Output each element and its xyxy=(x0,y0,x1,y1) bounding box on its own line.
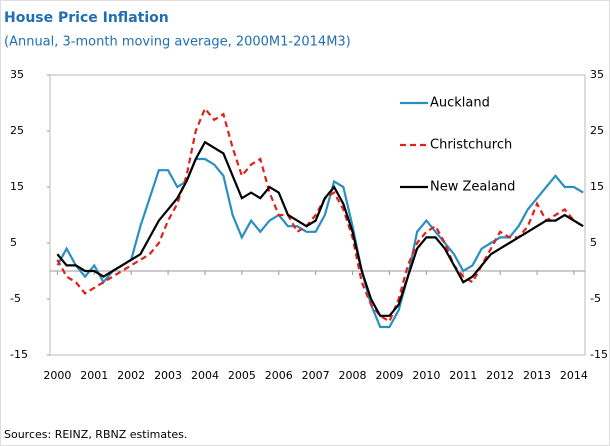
x-tick-label: 2013 xyxy=(523,369,551,382)
legend-label: Christchurch xyxy=(430,138,512,153)
y-tick-label: -5 xyxy=(10,292,21,305)
y2-tick-label: 15 xyxy=(590,180,604,193)
y-tick-label: 15 xyxy=(10,180,24,193)
x-tick-label: 2014 xyxy=(560,369,588,382)
x-tick-label: 2005 xyxy=(228,369,256,382)
y2-tick-label: 35 xyxy=(590,68,604,81)
x-tick-label: 2009 xyxy=(375,369,403,382)
x-tick-label: 2000 xyxy=(43,369,71,382)
y2-tick-label: -15 xyxy=(590,348,608,361)
legend-label: Auckland xyxy=(430,96,490,111)
chart-subtitle: (Annual, 3-month moving average, 2000M1-… xyxy=(4,35,351,50)
y-tick-label: 35 xyxy=(10,68,24,81)
chart-title: House Price Inflation xyxy=(4,10,169,26)
x-tick-label: 2002 xyxy=(117,369,145,382)
x-tick-label: 2007 xyxy=(302,369,330,382)
x-tick-label: 2011 xyxy=(449,369,477,382)
x-tick-label: 2001 xyxy=(80,369,108,382)
y2-tick-label: -5 xyxy=(590,292,601,305)
series-line xyxy=(56,140,584,317)
y2-tick-label: 25 xyxy=(590,124,604,137)
x-tick-label: 2003 xyxy=(154,369,182,382)
legend-label: New Zealand xyxy=(430,180,515,195)
x-tick-label: 2008 xyxy=(339,369,367,382)
source: Sources: REINZ, RBNZ estimates. xyxy=(4,428,187,441)
x-tick-label: 2012 xyxy=(486,369,514,382)
y-tick-label: 25 xyxy=(10,124,24,137)
y-tick-label: -15 xyxy=(10,348,28,361)
x-tick-label: 2010 xyxy=(412,369,440,382)
y-tick-label: 5 xyxy=(10,236,17,249)
x-tick-label: 2004 xyxy=(191,369,219,382)
x-tick-label: 2006 xyxy=(265,369,293,382)
plot-area xyxy=(49,74,586,356)
y2-tick-label: 5 xyxy=(590,236,597,249)
